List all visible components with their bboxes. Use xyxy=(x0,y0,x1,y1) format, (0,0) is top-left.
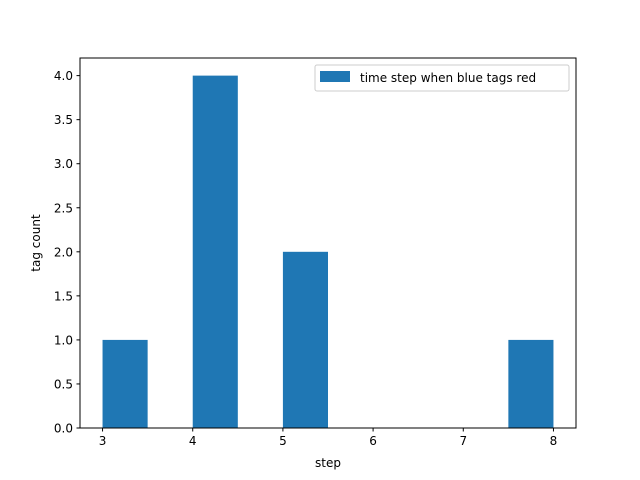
histogram-bar xyxy=(193,76,238,428)
histogram-bar xyxy=(508,340,553,428)
y-tick-label: 0.5 xyxy=(54,377,73,391)
y-axis-label: tag count xyxy=(29,214,43,272)
x-tick-label: 7 xyxy=(459,434,467,448)
y-tick-label: 2.0 xyxy=(54,245,73,259)
x-tick-label: 4 xyxy=(189,434,197,448)
y-tick-label: 2.5 xyxy=(54,201,73,215)
legend: time step when blue tags red xyxy=(315,65,569,91)
histogram-bar xyxy=(283,252,328,428)
histogram-bar xyxy=(103,340,148,428)
x-axis-label: step xyxy=(315,456,341,470)
y-tick-label: 4.0 xyxy=(54,69,73,83)
x-tick-label: 3 xyxy=(99,434,107,448)
y-tick-label: 1.5 xyxy=(54,289,73,303)
legend-label: time step when blue tags red xyxy=(360,71,536,85)
x-tick-label: 6 xyxy=(369,434,377,448)
legend-swatch xyxy=(320,71,350,82)
x-tick-label: 5 xyxy=(279,434,287,448)
y-tick-label: 0.0 xyxy=(54,422,73,436)
y-tick-label: 3.5 xyxy=(54,113,73,127)
y-tick-label: 3.0 xyxy=(54,157,73,171)
y-tick-label: 1.0 xyxy=(54,333,73,347)
x-tick-label: 8 xyxy=(550,434,558,448)
